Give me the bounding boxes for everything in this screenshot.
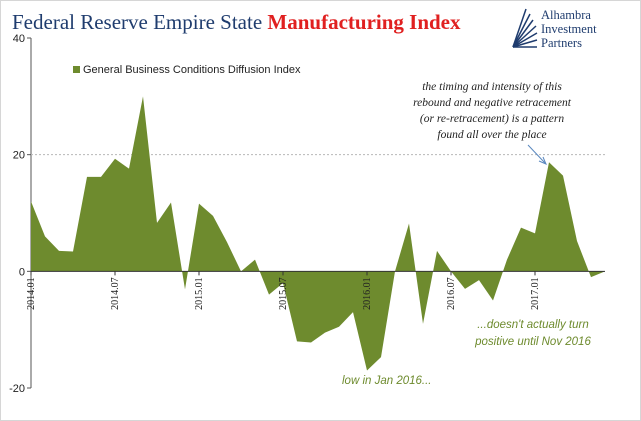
annotation-nov2016-line-1: ...doesn't actually turn xyxy=(477,319,589,331)
x-tick-label: 2014.01 xyxy=(26,277,37,310)
x-tick-label: 2016.07 xyxy=(446,277,457,310)
x-tick-label: 2016.01 xyxy=(362,277,373,310)
y-tick-label: -20 xyxy=(9,383,25,395)
legend-label: General Business Conditions Diffusion In… xyxy=(83,64,301,76)
x-tick-label: 2015.07 xyxy=(278,277,289,310)
annotation-pattern-line-2: rebound and negative retracement xyxy=(413,97,572,109)
fan-logo-icon xyxy=(512,8,538,48)
annotation-pattern-line-3: (or re-retracement) is a pattern xyxy=(420,113,564,125)
annotation-pattern: the timing and intensity of this rebound… xyxy=(413,81,572,141)
annotation-nov2016-line-2: positive until Nov 2016 xyxy=(474,336,591,348)
y-tick-label: 20 xyxy=(13,150,25,162)
x-tick-label: 2015.01 xyxy=(194,277,205,310)
x-tick-label: 2017.01 xyxy=(530,277,541,310)
annotation-jan2016: low in Jan 2016... xyxy=(342,375,432,387)
annotation-nov2016: ...doesn't actually turn positive until … xyxy=(474,319,591,348)
x-tick-label: 2014.07 xyxy=(110,277,121,310)
y-tick-label: 0 xyxy=(19,266,25,278)
legend-swatch xyxy=(73,66,80,73)
chart-title-part2: Manufacturing Index xyxy=(267,10,461,34)
logo-line-2: Investment xyxy=(541,22,597,36)
annotation-arrow xyxy=(527,144,547,165)
y-ticks: 40 20 0 -20 xyxy=(9,33,31,395)
chart-title: Federal Reserve Empire State Manufacturi… xyxy=(12,10,461,34)
logo-line-1: Alhambra xyxy=(541,8,591,22)
alhambra-logo: Alhambra Investment Partners xyxy=(512,8,597,50)
logo-line-3: Partners xyxy=(541,36,582,50)
series-area xyxy=(31,96,605,371)
annotation-pattern-line-4: found all over the place xyxy=(437,129,546,141)
annotation-pattern-line-1: the timing and intensity of this xyxy=(422,81,562,93)
y-tick-label: 40 xyxy=(13,33,25,45)
x-ticks: 2014.01 2014.07 2015.01 2015.07 2016.01 2016.… xyxy=(26,271,541,310)
chart-title-part1: Federal Reserve Empire State xyxy=(12,10,267,34)
